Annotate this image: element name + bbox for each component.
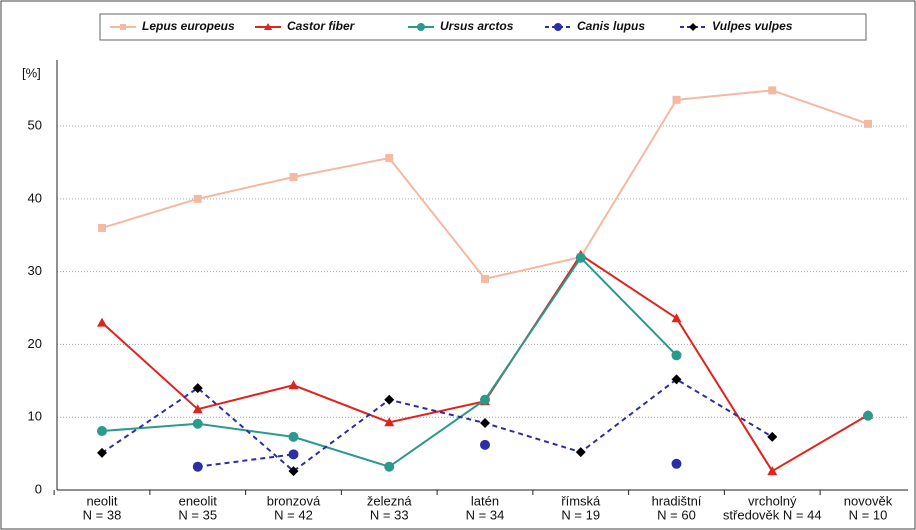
x-tick-label: eneolit: [179, 493, 218, 508]
y-tick-label: 40: [28, 190, 42, 205]
data-point: [671, 374, 682, 385]
x-tick-label: středověk N = 44: [723, 507, 822, 522]
y-axis-label: [%]: [22, 65, 41, 80]
legend-marker: [264, 23, 272, 30]
data-point: [288, 466, 299, 477]
data-point: [863, 410, 873, 421]
data-point: [864, 119, 872, 128]
data-point: [97, 317, 107, 327]
legend-label: Lepus europeus: [142, 19, 235, 33]
x-tick-label: latén: [471, 493, 499, 508]
legend-label: Canis lupus: [577, 19, 645, 33]
y-tick-label: 0: [35, 481, 42, 496]
data-point: [672, 95, 681, 104]
data-point: [384, 461, 395, 472]
data-point: [192, 404, 203, 414]
data-point: [671, 313, 682, 323]
data-point: [671, 458, 682, 469]
data-point: [192, 418, 203, 429]
x-tick-label: vrcholný: [748, 493, 797, 508]
x-tick-label: N = 35: [178, 507, 217, 522]
data-point: [480, 439, 490, 450]
y-tick-label: 30: [28, 263, 42, 278]
x-tick-label: římská: [561, 493, 601, 508]
x-tick-label: N = 38: [83, 507, 122, 522]
data-point: [192, 461, 203, 472]
legend-marker: [120, 24, 126, 30]
x-tick-label: neolit: [86, 493, 117, 508]
legend-marker: [554, 23, 562, 31]
data-point: [97, 447, 107, 458]
data-point: [384, 417, 395, 427]
y-tick-label: 20: [28, 336, 42, 351]
x-tick-label: N = 60: [657, 507, 696, 522]
data-point: [480, 394, 490, 405]
y-tick-label: 10: [28, 409, 42, 424]
x-tick-label: N = 19: [561, 507, 600, 522]
data-point: [288, 431, 299, 442]
data-point: [193, 194, 202, 203]
x-tick-label: železná: [367, 493, 413, 508]
legend-box: [99, 13, 867, 41]
data-point: [289, 173, 298, 182]
data-point: [671, 350, 682, 361]
data-point: [288, 449, 299, 460]
y-tick-label: 50: [28, 117, 42, 132]
x-tick-label: novověk: [844, 493, 893, 508]
data-point: [575, 252, 586, 263]
data-point: [192, 383, 203, 394]
data-point: [480, 418, 490, 429]
x-tick-label: N = 34: [466, 507, 505, 522]
data-point: [768, 86, 777, 95]
data-point: [481, 274, 489, 283]
legend-marker: [689, 23, 697, 31]
data-point: [98, 223, 106, 232]
data-point: [97, 426, 107, 437]
data-point: [385, 154, 394, 163]
series-line: [101, 378, 773, 473]
data-point: [288, 380, 299, 390]
x-tick-label: N = 33: [370, 507, 409, 522]
x-tick-label: N = 10: [849, 507, 888, 522]
data-point: [767, 431, 778, 442]
legend-label: Vulpes vulpes: [712, 19, 793, 33]
legend-label: Ursus arctos: [440, 19, 514, 33]
x-tick-label: hradištní: [652, 493, 702, 508]
x-tick-label: bronzová: [267, 493, 321, 508]
data-point: [767, 466, 778, 476]
x-tick-label: N = 42: [274, 507, 313, 522]
data-point: [384, 394, 395, 405]
legend-marker: [417, 23, 425, 31]
legend-label: Castor fiber: [287, 19, 356, 33]
data-point: [575, 447, 586, 458]
